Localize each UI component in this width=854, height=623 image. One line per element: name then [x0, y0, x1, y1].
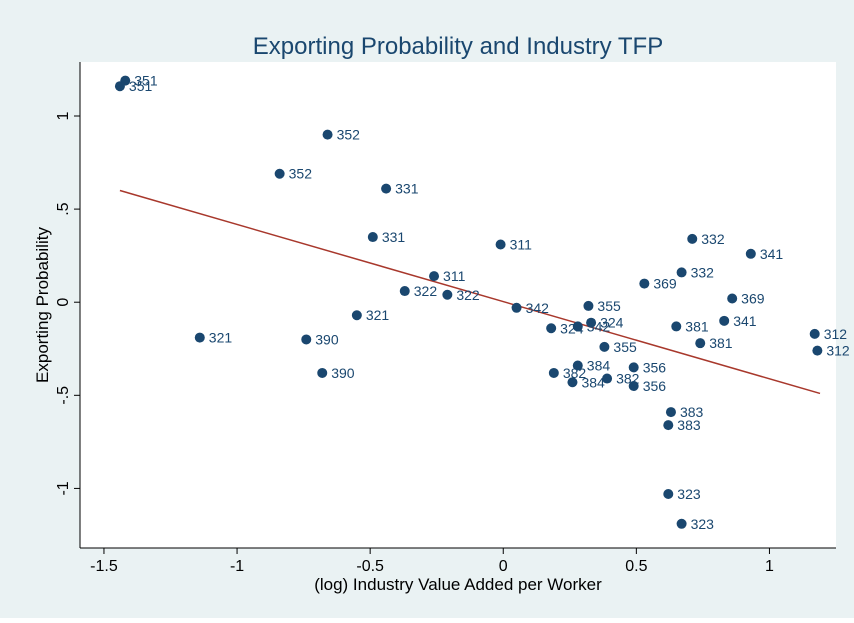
- point-label: 332: [691, 264, 715, 280]
- point-label: 352: [337, 127, 361, 143]
- point-label: 323: [691, 516, 715, 532]
- point: [628, 362, 639, 373]
- point: [548, 367, 559, 378]
- point: [639, 278, 650, 289]
- y-tick-label: 0: [55, 298, 72, 307]
- y-tick-label: -.5: [55, 386, 72, 405]
- x-tick-label: -0.5: [356, 558, 384, 575]
- point-label: 311: [510, 236, 533, 252]
- x-tick-label: -1: [230, 558, 244, 575]
- point: [495, 239, 506, 250]
- point-label: 369: [741, 290, 765, 306]
- point-label: 321: [366, 307, 390, 323]
- y-tick-label: 1: [55, 111, 72, 120]
- point: [676, 267, 687, 278]
- x-tick-label: 0: [499, 558, 508, 575]
- y-tick-label: -1: [55, 481, 72, 495]
- point: [687, 233, 698, 244]
- point-label: 322: [414, 283, 438, 299]
- point: [809, 328, 820, 339]
- point-label: 382: [563, 365, 587, 381]
- point: [727, 293, 738, 304]
- point: [442, 289, 453, 300]
- point: [745, 248, 756, 259]
- point: [671, 321, 682, 332]
- point-label: 381: [685, 318, 709, 334]
- point-label: 342: [587, 318, 611, 334]
- point-label: 384: [581, 374, 605, 390]
- point: [367, 232, 378, 243]
- point: [567, 377, 578, 388]
- point: [663, 489, 674, 499]
- point-label: 356: [643, 378, 667, 394]
- point-label: 352: [289, 166, 313, 182]
- point: [665, 407, 676, 418]
- point: [572, 360, 583, 371]
- y-axis-label: Exporting Probability: [33, 227, 52, 383]
- point-label: 351: [134, 73, 158, 89]
- point-label: 311: [443, 268, 466, 284]
- point-label: 356: [643, 359, 667, 375]
- point: [583, 300, 594, 311]
- y-tick-label: .5: [55, 202, 72, 215]
- point-label: 355: [597, 298, 621, 314]
- point-label: 331: [395, 181, 419, 197]
- point-label: 384: [587, 358, 611, 374]
- point: [194, 332, 205, 343]
- point-label: 351: [129, 78, 153, 94]
- point-label: 331: [382, 229, 406, 245]
- point-label: 383: [680, 404, 704, 420]
- point: [322, 129, 333, 140]
- point-label: 312: [824, 326, 848, 342]
- point: [511, 302, 522, 313]
- x-tick-label: 1: [765, 558, 774, 575]
- x-tick-label: -1.5: [90, 558, 118, 575]
- x-axis-label: (log) Industry Value Added per Worker: [314, 575, 602, 594]
- point-label: 355: [613, 339, 637, 355]
- x-tick-label: 0.5: [625, 558, 647, 575]
- point-label: 383: [677, 417, 701, 433]
- point: [599, 341, 610, 352]
- point-label: 341: [733, 313, 757, 329]
- point: [695, 338, 706, 349]
- point: [399, 286, 410, 297]
- plot-area: [80, 62, 836, 548]
- point: [351, 310, 362, 321]
- point-label: 312: [826, 343, 850, 359]
- point: [628, 381, 639, 391]
- point-label: 369: [653, 276, 677, 292]
- point: [301, 334, 312, 345]
- point: [663, 420, 674, 431]
- point: [719, 315, 730, 326]
- point: [602, 373, 613, 384]
- point-label: 341: [760, 246, 784, 262]
- point: [572, 321, 583, 332]
- point-label: 381: [709, 335, 733, 351]
- point-label: 321: [209, 330, 233, 346]
- point: [381, 183, 392, 194]
- point-label: 324: [600, 315, 624, 331]
- point: [317, 367, 328, 378]
- point-label: 332: [701, 231, 725, 247]
- point: [114, 81, 125, 92]
- chart-title: Exporting Probability and Industry TFP: [253, 33, 663, 60]
- point: [676, 518, 687, 529]
- point: [274, 168, 285, 179]
- point: [586, 317, 597, 328]
- point: [546, 323, 557, 334]
- point: [812, 345, 823, 356]
- point-label: 322: [456, 287, 480, 303]
- point: [429, 271, 440, 282]
- point-label: 390: [331, 365, 355, 381]
- fit-line: [119, 189, 821, 395]
- point-label: 323: [677, 486, 701, 502]
- point-label: 390: [315, 331, 339, 347]
- point-label: 342: [526, 300, 550, 316]
